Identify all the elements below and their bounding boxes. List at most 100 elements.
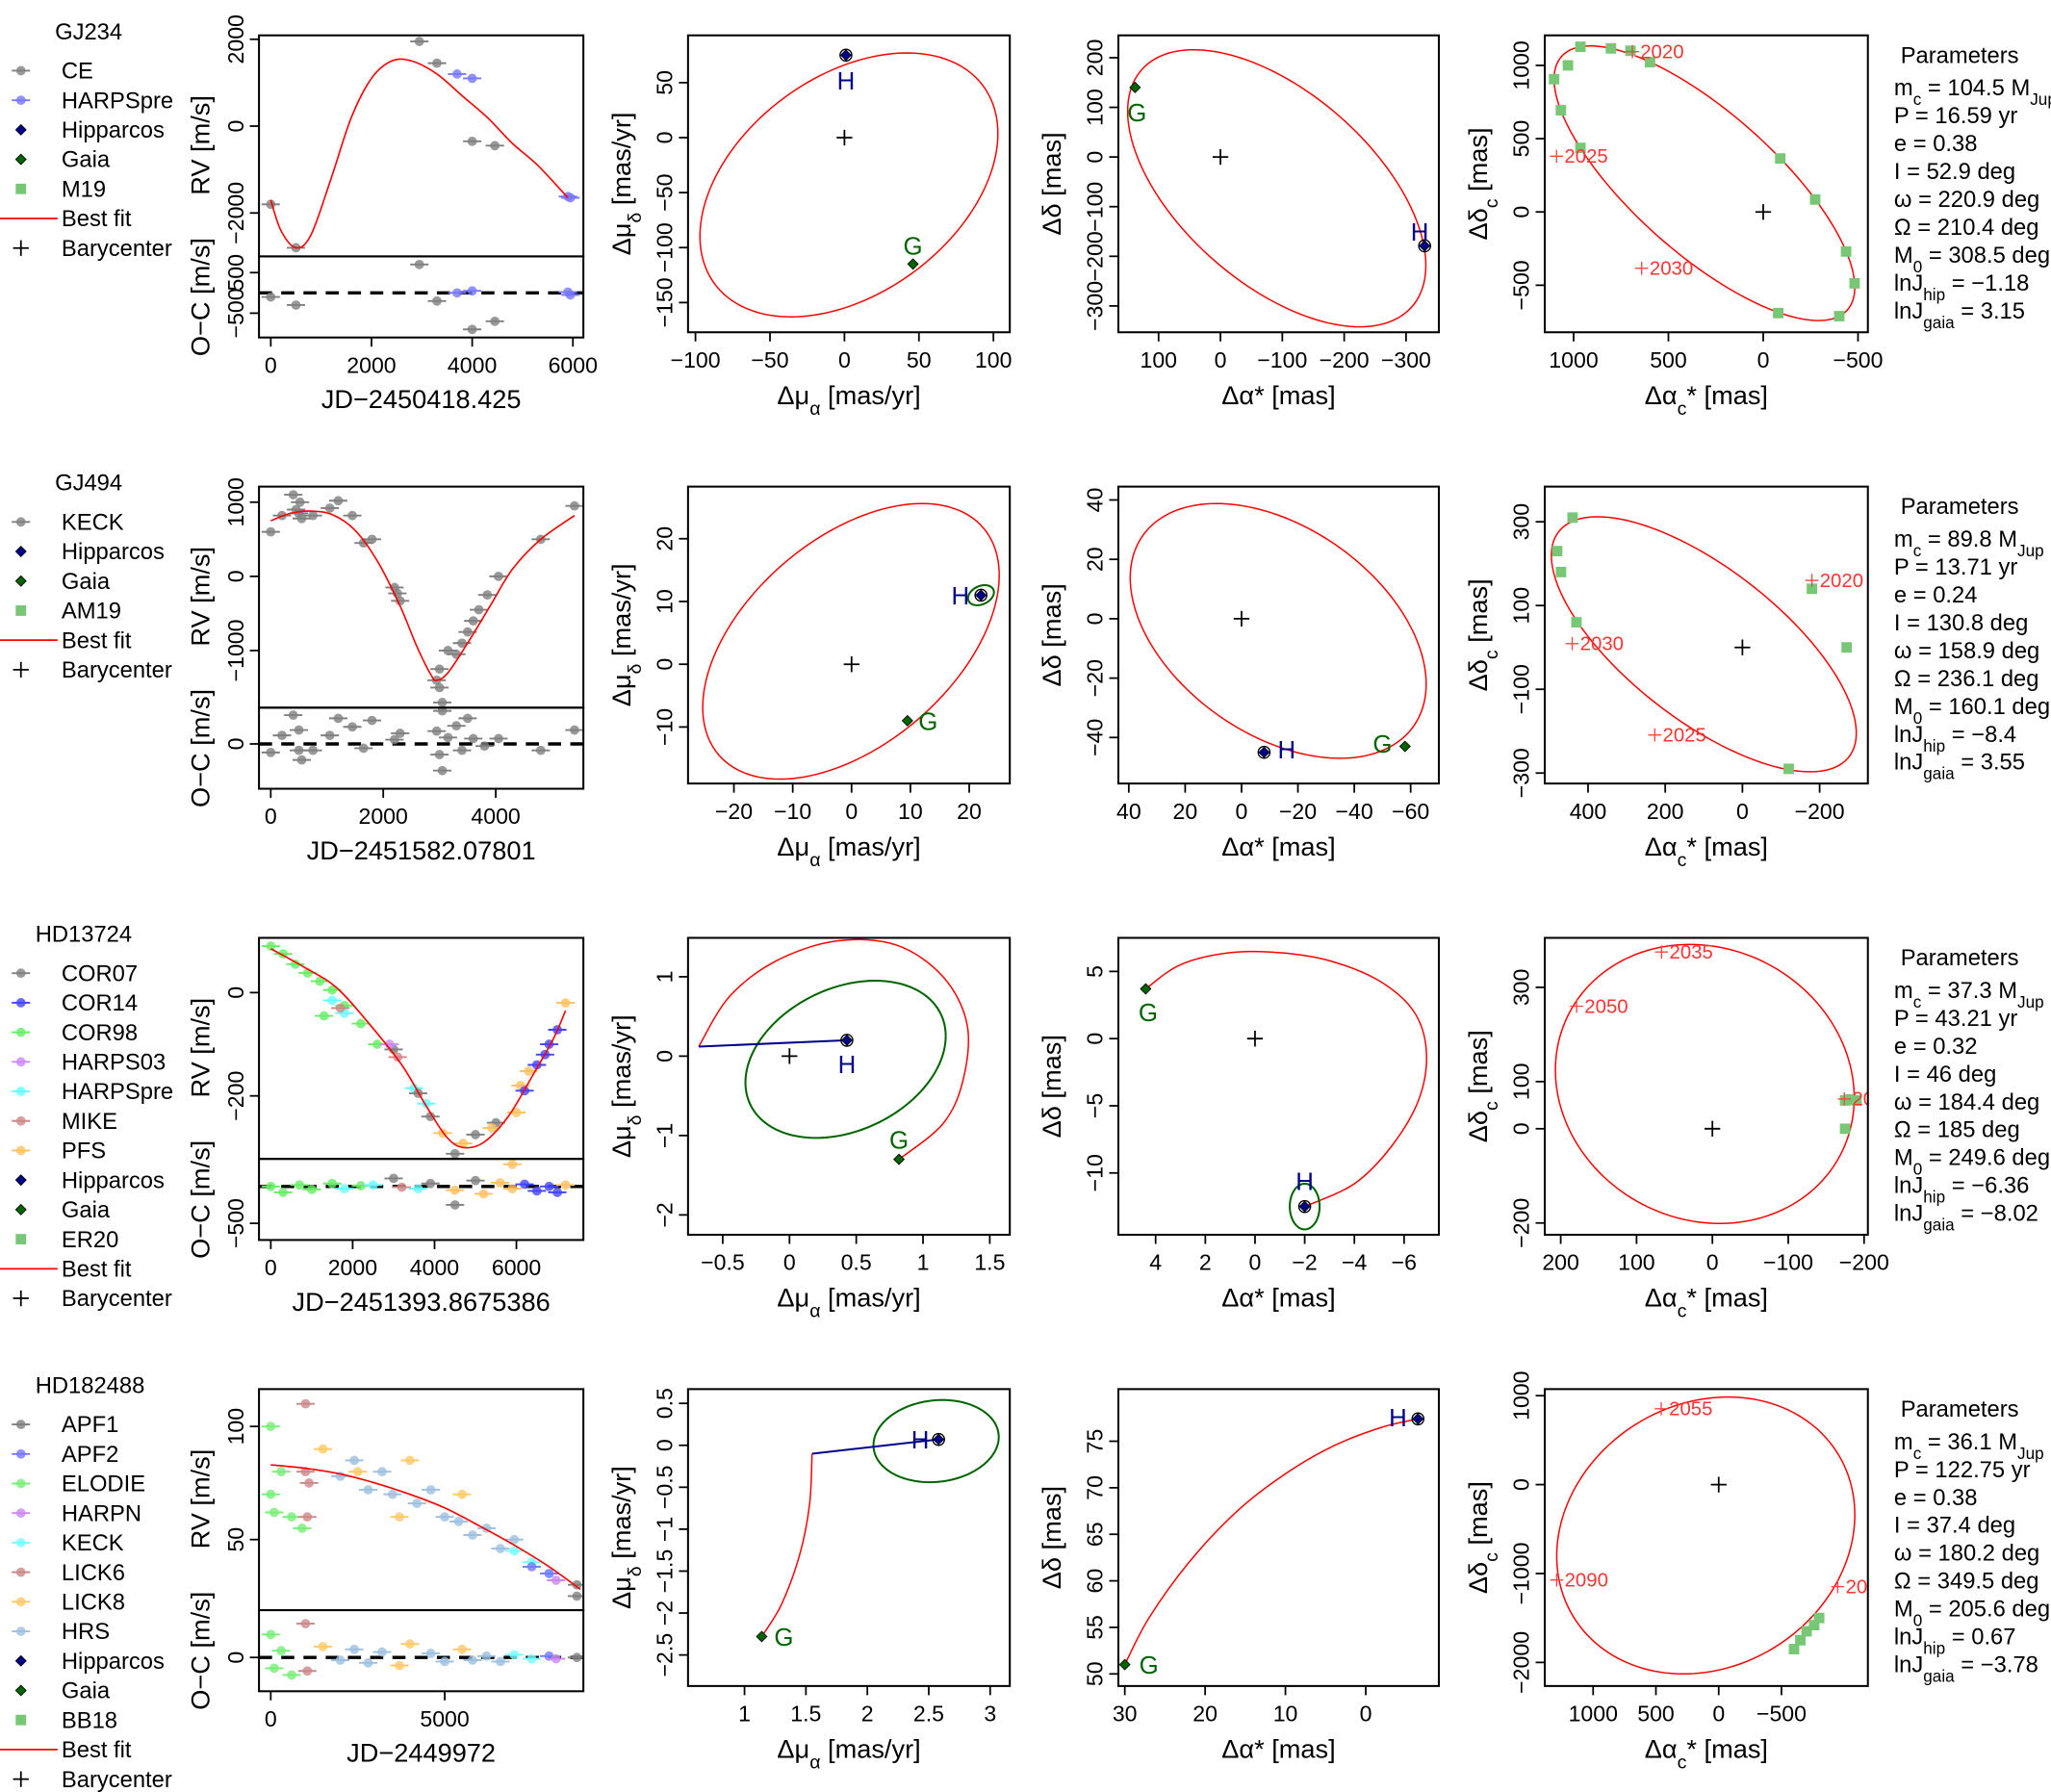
- rv-point: [295, 497, 305, 507]
- rv-ylabel: RV [m/s]: [185, 547, 215, 647]
- relative-orbit-xlabel: Δαc* [mas]: [1645, 832, 1768, 871]
- text-segment: lnJ: [1894, 270, 1923, 296]
- text-segment: c: [1481, 1552, 1502, 1562]
- oc-residual-point: [291, 300, 301, 310]
- rv-point: [318, 1444, 328, 1454]
- rv-point: [443, 646, 453, 655]
- text-segment: [mas/yr]: [821, 832, 921, 861]
- text-segment: δ: [625, 1566, 646, 1576]
- text-segment: Jup: [2017, 1444, 2044, 1462]
- barycenter-marker: [1710, 1476, 1727, 1493]
- text-segment: Δμ: [777, 1734, 809, 1764]
- rv-frame: [258, 34, 585, 258]
- position-orbit-ellipse: [1289, 1182, 1321, 1231]
- hipparcos-label: H: [1295, 1169, 1314, 1196]
- text-segment: α: [809, 1301, 820, 1322]
- position-frame: [1116, 936, 1440, 1237]
- text-segment: Δμ: [777, 832, 809, 861]
- oc-residual-point: [490, 316, 500, 326]
- text-segment: M: [1894, 1145, 1913, 1171]
- rv-point: [387, 1489, 397, 1499]
- legend-item: HRS: [12, 1619, 110, 1645]
- rv-point: [290, 959, 300, 969]
- epoch-label: 2020: [1640, 41, 1683, 63]
- parameter-value: e = 0.24: [1894, 582, 1978, 608]
- hipparcos-point: [840, 1034, 853, 1046]
- rv-frame: [258, 485, 585, 709]
- position-orbit-ellipse: [1126, 48, 1427, 328]
- rv-xlabel: JD−2451393.8675386: [293, 1287, 551, 1317]
- legend-label: MIKE: [62, 1109, 117, 1135]
- proper-motion-xlabel: Δμα [mas/yr]: [777, 832, 920, 871]
- text-segment: [mas]: [1463, 1481, 1493, 1552]
- hipparcos-label: H: [1411, 219, 1429, 246]
- oc-residual-point: [397, 1182, 407, 1192]
- relative-orbit-astrometry-point: [1813, 1612, 1825, 1624]
- text-segment: Δα* [mas]: [1221, 380, 1335, 410]
- oc-residual-point: [437, 765, 448, 776]
- legend-item: ER20: [15, 1227, 118, 1253]
- proper-motion-orbit-ellipse: [702, 502, 1000, 781]
- parameter-value: lnJgaia = 3.15: [1894, 298, 2025, 332]
- proper-motion-ylabel: Δμδ [mas/yr]: [606, 1014, 646, 1158]
- text-segment: = 89.8 M: [1921, 526, 2017, 552]
- position-plot-area: GH: [1118, 1405, 1425, 1679]
- text-segment: gaia: [1923, 1216, 1955, 1234]
- position-xtick-label: −40: [1336, 799, 1373, 824]
- legend-label: HARPSpre: [62, 1079, 173, 1105]
- text-segment: c: [1678, 1301, 1687, 1322]
- legend-label: ELODIE: [62, 1472, 145, 1498]
- hipparcos-label: H: [837, 68, 856, 95]
- legend-item: KECK: [12, 509, 124, 535]
- oc-residual-point: [443, 732, 453, 743]
- legend-dot-icon: [15, 1057, 26, 1067]
- oc-xtick-label: 2000: [359, 804, 408, 829]
- relative-orbit-xlabel: Δαc* [mas]: [1645, 380, 1768, 420]
- legend-label: HRS: [62, 1619, 110, 1645]
- hipparcos-label: H: [838, 1052, 857, 1079]
- text-segment: P = 122.75 yr: [1894, 1457, 2031, 1483]
- proper-motion-ytick-label: −150: [653, 277, 678, 327]
- oc-residual-point: [449, 1200, 460, 1210]
- text-segment: α: [809, 850, 820, 871]
- rv-point: [458, 1139, 469, 1148]
- legend-label: COR07: [62, 960, 138, 986]
- relative-orbit-ylabel: Δδc [mas]: [1463, 127, 1502, 240]
- oc-residual-point: [468, 1655, 477, 1665]
- relative-orbit-ytick-label: 300: [1509, 969, 1534, 1007]
- oc-residual-point: [414, 259, 424, 269]
- legend-label: Hipparcos: [62, 1649, 165, 1675]
- text-segment: c: [1481, 650, 1502, 659]
- oc-residual-point: [449, 1185, 460, 1195]
- rv-point: [347, 510, 357, 521]
- text-segment: α: [809, 1753, 820, 1774]
- position-frame: [1116, 34, 1440, 334]
- text-segment: Δα: [1645, 1283, 1678, 1313]
- legend-label: AM19: [62, 599, 121, 625]
- position-ytick-label: 0: [1083, 1033, 1108, 1045]
- oc-residual-point: [468, 733, 478, 744]
- relative-orbit-xtick-label: 400: [1570, 799, 1607, 824]
- legend-square-icon: [15, 1234, 27, 1245]
- text-segment: 0: [1913, 257, 1923, 275]
- oc-residual-point: [327, 1178, 338, 1189]
- rv-point: [551, 1575, 561, 1585]
- text-segment: c: [1481, 1101, 1502, 1111]
- text-segment: e = 0.32: [1894, 1034, 1978, 1060]
- text-segment: ω = 184.4 deg: [1894, 1089, 2039, 1115]
- parameter-value: lnJhip = −8.4: [1894, 722, 2016, 755]
- position-xtick-label: −200: [1320, 347, 1370, 372]
- proper-motion-xtick-label: 100: [975, 347, 1013, 372]
- rv-point: [324, 503, 335, 513]
- epoch-label: 2050: [1584, 996, 1628, 1017]
- relative-orbit-ytick-label: −1000: [1509, 1543, 1534, 1605]
- gaia-label: G: [1140, 1652, 1159, 1679]
- rv-point: [269, 1507, 279, 1518]
- text-segment: c: [1678, 398, 1687, 420]
- oc-residual-point: [277, 730, 287, 741]
- rv-plot-area: [259, 1398, 584, 1680]
- relative-orbit-astrometry-point: [1783, 763, 1794, 775]
